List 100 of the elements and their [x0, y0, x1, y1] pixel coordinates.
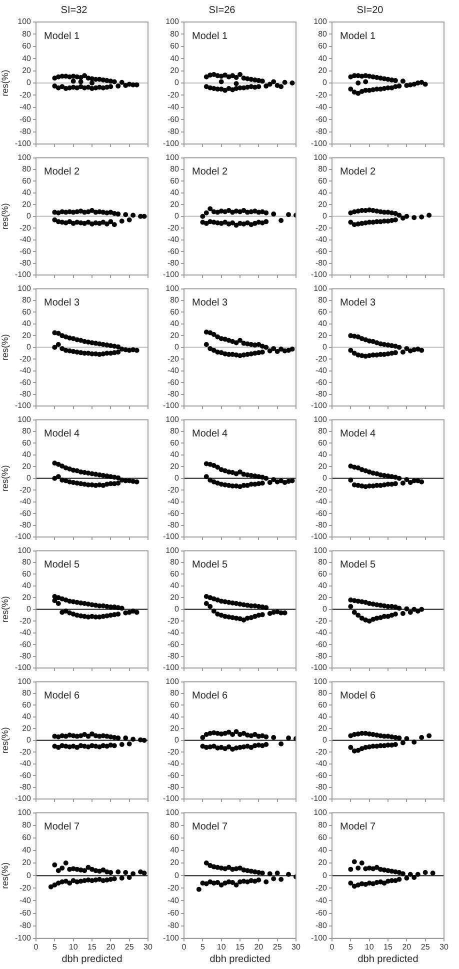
y-tick-label: 80: [318, 29, 328, 38]
y-tick-label: -80: [167, 127, 180, 136]
chart-title: SI=32: [60, 4, 88, 16]
y-tick-label: -80: [315, 520, 328, 530]
y-tick-label: -40: [315, 628, 328, 638]
y-tick-label: -40: [167, 497, 180, 506]
y-tick-label: 0: [174, 870, 180, 880]
annotation: Model 3: [44, 298, 80, 309]
y-tick-label: -60: [19, 640, 32, 649]
y-tick-label: 40: [318, 846, 328, 855]
annotation: Model 5: [340, 560, 376, 571]
y-tick-label: 0: [26, 342, 32, 352]
y-tick-label: 80: [22, 426, 32, 436]
y-tick-label: -100: [14, 270, 32, 280]
y-tick-label: -100: [310, 934, 328, 943]
y-tick-label: 60: [170, 42, 180, 51]
y-tick-label: 80: [318, 426, 328, 436]
y-tick-label: -60: [167, 378, 180, 387]
y-tick-label: 40: [22, 581, 32, 590]
y-tick-label: 40: [170, 712, 180, 722]
y-tick-label: -100: [162, 794, 180, 804]
y-axis-title: res(%): [0, 862, 10, 889]
y-tick-label: 20: [318, 462, 328, 471]
annotation: Model 4: [192, 428, 228, 440]
y-tick-label: 80: [22, 164, 32, 174]
y-tick-label: -40: [167, 102, 180, 112]
y-tick-label: 0: [174, 342, 180, 352]
y-tick-label: -80: [315, 389, 328, 398]
y-tick-label: -60: [315, 508, 328, 518]
annotation: Model 7: [340, 822, 376, 833]
y-tick-label: 80: [170, 688, 180, 698]
y-tick-label: -40: [315, 896, 328, 905]
y-tick-label: -20: [167, 90, 180, 100]
x-tick-label: 15: [384, 942, 393, 952]
y-tick-label: 60: [170, 700, 180, 710]
y-tick-label: 80: [318, 688, 328, 698]
annotation: Model 2: [340, 166, 376, 178]
y-tick-label: -80: [315, 782, 328, 792]
y-tick-label: -20: [167, 883, 180, 892]
y-tick-label: 20: [170, 66, 180, 76]
y-tick-label: -100: [162, 532, 180, 542]
x-tick-label: 25: [124, 942, 134, 952]
y-tick-label: 100: [18, 546, 32, 556]
y-tick-label: 0: [322, 474, 328, 483]
y-tick-label: 100: [18, 808, 32, 818]
y-tick-label: 0: [174, 474, 180, 483]
y-tick-label: -20: [19, 747, 32, 756]
y-tick-label: -20: [19, 223, 32, 232]
y-tick-label: -100: [162, 401, 180, 410]
y-tick-label: -80: [167, 782, 180, 792]
y-tick-label: -80: [19, 258, 32, 268]
y-tick-label: 60: [318, 569, 328, 578]
annotation: Model 6: [192, 690, 228, 702]
y-tick-label: -60: [167, 770, 180, 780]
y-tick-label: 20: [22, 66, 32, 76]
x-tick-label: 15: [236, 942, 245, 952]
annotation: Model 3: [192, 298, 228, 309]
y-tick-label: 0: [26, 78, 32, 88]
y-tick-label: -60: [19, 508, 32, 518]
y-tick-label: 80: [170, 29, 180, 38]
y-tick-label: 0: [26, 736, 32, 745]
y-tick-label: 100: [166, 677, 180, 686]
x-tick-label: 25: [272, 942, 282, 952]
y-tick-label: 20: [318, 330, 328, 340]
y-tick-label: 0: [322, 212, 328, 221]
y-axis-title: res(%): [0, 465, 10, 492]
y-tick-label: 0: [26, 212, 32, 221]
y-axis-title: res(%): [0, 334, 10, 361]
y-tick-label: 60: [318, 438, 328, 448]
y-tick-label: 100: [166, 546, 180, 556]
y-tick-label: -60: [167, 114, 180, 124]
y-tick-label: -40: [315, 759, 328, 768]
y-tick-label: -60: [167, 908, 180, 918]
y-tick-label: -100: [14, 663, 32, 672]
annotation: Model 4: [44, 428, 80, 440]
y-tick-label: 80: [318, 820, 328, 830]
y-axis-title: res(%): [0, 596, 10, 623]
x-tick-label: 10: [216, 942, 226, 952]
y-tick-label: -80: [315, 651, 328, 660]
y-tick-label: 20: [170, 330, 180, 340]
y-tick-label: -20: [167, 485, 180, 494]
y-tick-label: -60: [167, 508, 180, 518]
y-tick-label: -100: [310, 663, 328, 672]
y-tick-label: 100: [18, 415, 32, 424]
y-tick-label: 100: [18, 284, 32, 294]
y-tick-label: 80: [22, 688, 32, 698]
y-tick-label: -20: [315, 354, 328, 364]
y-tick-label: 80: [170, 558, 180, 567]
y-tick-label: 100: [314, 17, 328, 26]
y-tick-label: 20: [170, 858, 180, 868]
y-tick-label: -40: [19, 102, 32, 112]
y-tick-label: -80: [19, 782, 32, 792]
x-tick-label: 10: [364, 942, 374, 952]
y-tick-label: -100: [14, 934, 32, 943]
y-tick-label: 0: [26, 604, 32, 614]
y-tick-label: 0: [174, 212, 180, 221]
y-tick-label: 40: [318, 581, 328, 590]
y-tick-label: -80: [167, 258, 180, 268]
annotation: Model 2: [192, 166, 228, 178]
y-tick-label: 20: [22, 330, 32, 340]
